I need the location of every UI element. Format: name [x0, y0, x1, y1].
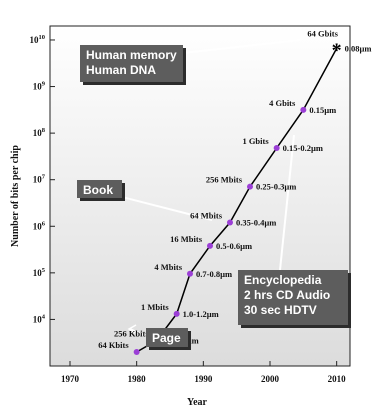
feature-size-label: 0.25-0.3µm — [256, 182, 296, 192]
capacity-label: 4 Gbits — [269, 98, 296, 108]
feature-size-label: 0.15µm — [309, 105, 336, 115]
capacity-label: 1 Mbits — [141, 302, 169, 312]
data-point — [300, 106, 307, 113]
annotation-text: 30 sec HDTV — [244, 303, 317, 317]
capacity-label: 256 Kbits — [114, 328, 149, 338]
y-tick-label: 105 — [33, 267, 46, 278]
data-point — [173, 310, 180, 317]
y-tick-label: 109 — [33, 81, 46, 92]
x-axis-title: Year — [187, 397, 208, 408]
capacity-label: 1 Gbits — [242, 136, 269, 146]
annotation-text: Page — [152, 331, 181, 345]
annotation-box — [77, 180, 122, 198]
y-tick-label: 107 — [33, 174, 46, 185]
feature-size-label: 0.35-0.4µm — [236, 218, 276, 228]
annotation-box — [146, 328, 188, 347]
capacity-label: 256 Mbits — [206, 175, 243, 185]
y-tick-label: 108 — [33, 127, 46, 138]
capacity-label: 64 Kbits — [98, 340, 129, 350]
annotation-pointer — [121, 196, 213, 221]
annotation-text: Human memory — [86, 48, 177, 62]
annotation-box — [80, 45, 183, 82]
y-tick-label: 104 — [33, 313, 46, 324]
annotation-box — [238, 270, 348, 325]
x-tick-label: 1980 — [128, 374, 147, 384]
feature-size-label: 0.7-0.8µm — [196, 269, 232, 279]
annotation-text: Book — [83, 183, 113, 197]
x-tick-label: 1970 — [61, 374, 80, 384]
data-point — [187, 270, 193, 277]
data-point — [133, 349, 140, 356]
capacity-label: 16 Mbits — [170, 234, 203, 244]
annotation-text: 2 hrs CD Audio — [244, 288, 330, 302]
feature-size-label: 0.08µm — [345, 43, 372, 53]
x-tick-label: 1990 — [194, 374, 213, 384]
feature-size-label: 1.0-1.2µm — [183, 309, 219, 319]
annotation-pointer — [129, 328, 147, 337]
annotation-pointer — [279, 134, 295, 271]
x-tick-label: 2010 — [328, 374, 347, 384]
x-tick-label: 2000 — [261, 374, 280, 384]
feature-size-label: 0.15-0.2µm — [283, 143, 323, 153]
data-point — [207, 242, 213, 249]
y-axis-title: Number of bits per chip — [10, 145, 21, 247]
annotation-pointer — [182, 39, 301, 54]
annotation-text: Human DNA — [86, 63, 156, 77]
data-point — [273, 145, 280, 152]
y-tick-label: 106 — [33, 220, 46, 231]
capacity-label: 64 Mbits — [190, 211, 223, 221]
arrowhead — [127, 324, 137, 334]
capacity-label: 4 Mbits — [154, 262, 182, 272]
annotation-text: Encyclopedia — [244, 273, 322, 287]
data-point — [247, 183, 253, 190]
star-marker: * — [332, 39, 342, 61]
trend-line — [136, 47, 338, 353]
feature-size-label: 0.5-0.6µm — [216, 241, 252, 251]
capacity-label: 64 Gbits — [307, 28, 338, 38]
data-point — [227, 219, 233, 226]
y-tick-label: 1010 — [30, 34, 46, 45]
